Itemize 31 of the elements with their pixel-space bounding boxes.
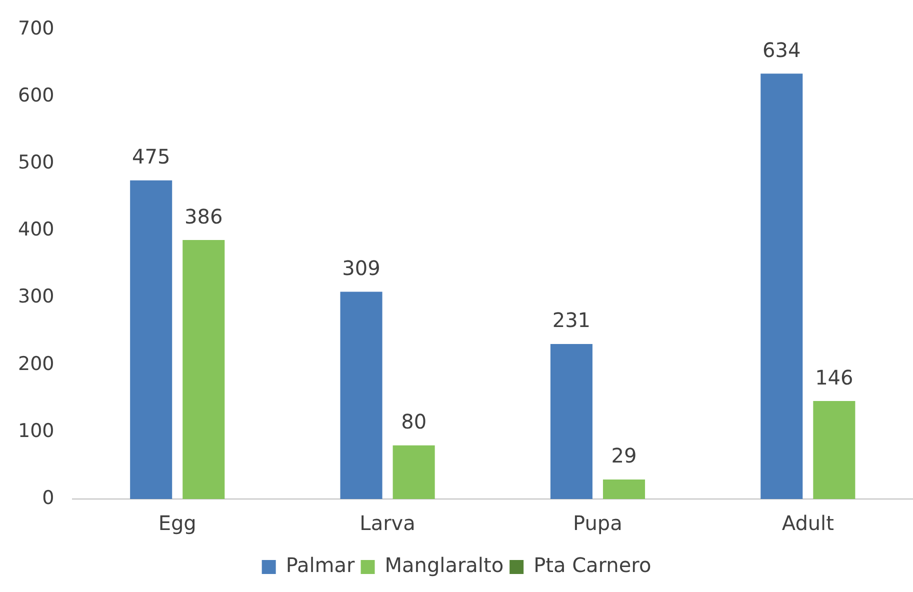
data-label: 231: [552, 308, 591, 332]
y-tick-label: 0: [42, 486, 54, 509]
data-label: 29: [611, 444, 637, 468]
data-label: 309: [342, 256, 380, 280]
y-tick-label: 200: [18, 352, 54, 375]
data-label: 146: [815, 365, 854, 390]
bar: [182, 240, 225, 499]
y-tick-label: 300: [18, 286, 54, 308]
x-tick-label: Egg: [158, 511, 196, 536]
data-label: 386: [184, 204, 223, 228]
bar: [602, 480, 646, 499]
y-tick-label: 100: [18, 420, 54, 442]
bar: [813, 401, 856, 499]
x-tick-label: Pupa: [573, 511, 622, 536]
y-tick-label: 500: [18, 152, 54, 174]
y-tick-label: 700: [18, 17, 54, 40]
legend-label: Palmar: [286, 553, 356, 578]
data-label: 80: [401, 410, 427, 434]
x-tick-label: Larva: [360, 511, 416, 536]
legend-label: Pta Carnero: [534, 553, 652, 578]
data-label: 634: [762, 38, 801, 62]
y-tick-label: 400: [18, 218, 54, 241]
bar: [760, 74, 803, 499]
bar: [130, 180, 172, 499]
legend-label: Manglaralto: [384, 553, 504, 578]
y-tick-label: 600: [18, 84, 54, 106]
x-tick-label: Adult: [782, 511, 834, 536]
bar: [392, 445, 435, 499]
bar: [550, 344, 592, 499]
bar: [340, 292, 382, 499]
data-label: 475: [132, 144, 170, 169]
